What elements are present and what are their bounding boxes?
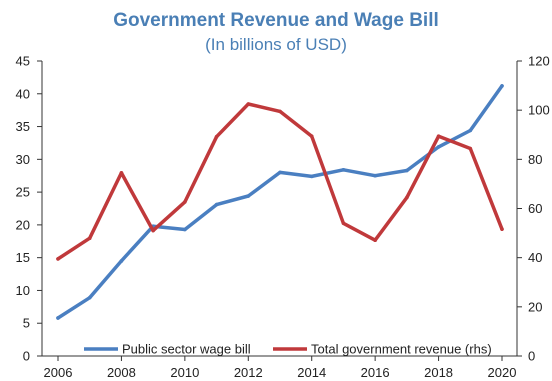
data-point-1 [214, 134, 219, 139]
x-tick-label: 2010 [170, 365, 199, 380]
left-tick-label: 10 [16, 283, 30, 298]
data-point-0 [278, 170, 282, 175]
x-tick-label: 2014 [297, 365, 326, 380]
legend-label: Total government revenue (rhs) [311, 342, 492, 357]
data-point-0 [405, 168, 409, 173]
x-tick-label: 2008 [107, 365, 136, 380]
data-point-0 [183, 227, 187, 232]
series-lines [56, 84, 504, 320]
data-point-0 [373, 173, 377, 178]
data-point-0 [56, 316, 60, 320]
data-point-1 [278, 109, 282, 114]
left-tick-label: 0 [23, 349, 30, 364]
chart-legend: Public sector wage bill Total government … [84, 342, 492, 357]
right-tick-label: 80 [528, 152, 542, 167]
left-tick-label: 15 [16, 250, 30, 265]
data-point-0 [468, 128, 473, 133]
right-tick-label: 120 [528, 54, 550, 69]
data-point-1 [309, 134, 314, 139]
data-point-1 [183, 200, 187, 204]
x-tick-label: 2020 [488, 365, 517, 380]
left-tick-label: 5 [23, 316, 30, 331]
right-tick-label: 20 [528, 299, 542, 314]
series-line-0 [56, 84, 504, 320]
right-tick-label: 0 [528, 349, 535, 364]
data-point-1 [151, 228, 155, 233]
data-point-1 [373, 238, 377, 243]
data-point-0 [246, 194, 251, 198]
data-point-1 [500, 227, 504, 231]
data-point-1 [405, 195, 409, 200]
series-line-1 [56, 102, 504, 261]
data-point-1 [341, 221, 346, 226]
right-tick-label: 60 [528, 201, 542, 216]
left-tick-label: 35 [16, 119, 30, 134]
data-point-0 [436, 145, 441, 149]
chart-title: Government Revenue and Wage Bill [113, 10, 439, 31]
right-axis-ticks: 0 20 40 60 80 100 120 [517, 54, 550, 364]
data-point-0 [341, 168, 346, 172]
data-point-1 [119, 171, 124, 175]
right-tick-label: 40 [528, 250, 542, 265]
x-tick-label: 2012 [234, 365, 263, 380]
x-tick-label: 2018 [424, 365, 453, 380]
x-axis-ticks: 2006 2008 2010 2012 2014 2016 2018 2020 [44, 356, 517, 380]
left-axis-ticks: 0 5 10 15 20 25 30 35 40 45 [16, 54, 42, 364]
chart-axes [41, 61, 518, 357]
data-point-1 [436, 134, 441, 139]
left-tick-label: 20 [16, 217, 30, 232]
data-point-1 [468, 146, 473, 151]
data-point-0 [87, 295, 92, 300]
x-tick-label: 2006 [44, 365, 73, 380]
data-point-1 [246, 102, 251, 106]
data-point-0 [214, 202, 219, 207]
x-tick-label: 2016 [361, 365, 390, 380]
data-point-0 [309, 174, 314, 179]
data-point-1 [56, 257, 60, 261]
left-tick-label: 25 [16, 185, 30, 200]
data-point-1 [87, 236, 92, 241]
data-point-0 [119, 259, 124, 263]
left-tick-label: 45 [16, 54, 30, 69]
left-tick-label: 40 [16, 86, 30, 101]
data-point-0 [500, 84, 504, 88]
left-tick-label: 30 [16, 152, 30, 167]
chart-subtitle: (In billions of USD) [205, 35, 347, 54]
right-tick-label: 100 [528, 103, 550, 118]
legend-label: Public sector wage bill [122, 342, 251, 357]
